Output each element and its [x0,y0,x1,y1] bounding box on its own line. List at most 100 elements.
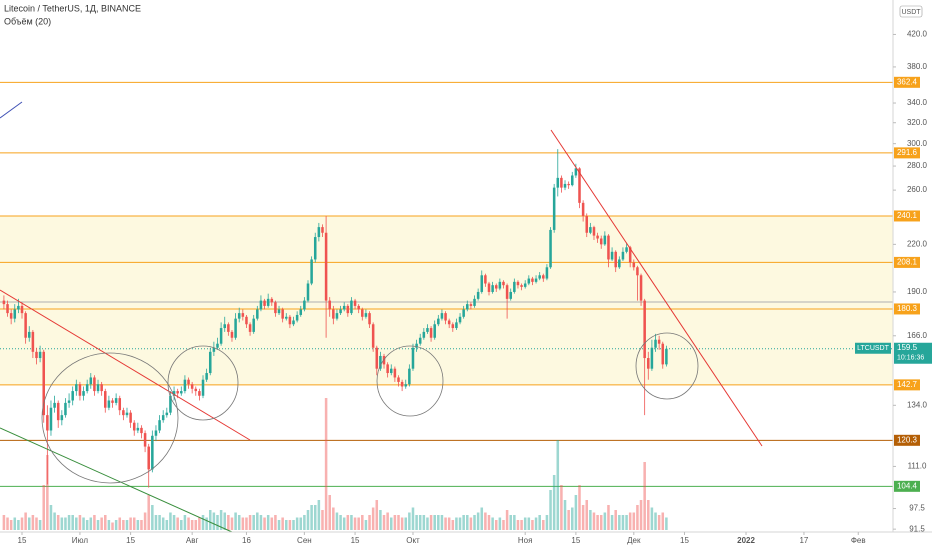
volume-bar [122,520,125,530]
level-tag [894,147,920,159]
y-tick-label: 91.5 [909,524,925,533]
candle-body [513,281,516,292]
candle-body [567,183,570,186]
volume-bar [621,515,625,530]
candle-body [114,398,118,403]
candle-body [389,368,393,374]
volume-bar [545,515,549,530]
candle-body [198,391,201,396]
volume-bar [230,517,234,530]
volume-bar [574,495,578,530]
candle-body [665,348,668,365]
volume-bar [487,515,491,530]
volume-bar [288,520,292,530]
volume-bar [513,515,516,530]
candle-body [35,351,38,359]
candle-body [252,318,255,332]
volume-bar [194,520,198,530]
candle-body [400,381,404,387]
candle-body [371,324,375,348]
x-tick-label: 15 [18,536,27,545]
volume-bar [71,515,74,530]
candle-body [498,281,502,289]
axis-layer: 420.0 380.0 340.0 320.0 300.0 280.0 260.0 220.0… [18,30,932,545]
candle-body [129,412,132,423]
volume-bar [556,440,560,530]
volume-bar [328,495,331,530]
candle-body [67,400,71,403]
candle-body [183,379,187,392]
candle-body [418,337,422,344]
x-tick-label: 2022 [737,536,755,545]
volume-bar [169,512,172,530]
volume-bar [527,517,531,530]
level-tag [894,379,920,391]
y-tick-label: 300.0 [907,139,928,148]
volume-bar [85,520,89,530]
candle-body [266,298,270,306]
candle-body [313,237,317,260]
candle-body [234,318,237,338]
volume-bar [578,485,581,530]
volume-bar [227,515,230,530]
price-axis [893,0,932,550]
candle-body [140,427,143,434]
candle-body [259,300,263,310]
price-tag-timer: 10:16:36 [897,355,924,362]
candle-body [466,304,469,310]
candle-body [172,391,176,396]
volume-bar [523,517,527,530]
volume-bar [437,515,440,530]
volume-bar [158,515,161,530]
volume-bar [607,505,610,530]
candle-body [93,377,96,392]
candle-body [190,384,194,389]
candle-body [223,324,227,329]
candle-body [610,251,614,260]
trendline [0,289,251,441]
volume-bar [263,517,266,530]
volume-bar [332,507,335,530]
volume-bar [67,515,71,530]
candle-body [437,318,440,325]
drawings [0,101,763,533]
candle-body [295,314,299,321]
volume-bar [313,505,317,530]
circle [167,345,239,421]
volume-bar [212,512,216,530]
currency-box[interactable] [899,5,923,18]
volume-bar [118,517,122,530]
volume-bar [136,520,140,530]
volume-bar [628,512,632,530]
candle-body [509,291,512,299]
volume-bar [42,485,45,530]
candle-body [122,410,125,416]
volume-bar [165,520,169,530]
volume-bar [552,475,556,530]
y-tick-label: 380.0 [907,62,928,71]
volume-bar [299,517,303,530]
volume-bar [13,517,17,530]
volume-bar [335,512,339,530]
candle-body [241,313,245,317]
candle-body [408,368,411,385]
candle-body [422,331,426,338]
volume-bar [216,515,219,530]
volume-bar [321,510,324,530]
x-tick-label: Июл [72,536,89,545]
candle-body [107,400,111,408]
volume-bar [502,520,505,530]
volume-bar [639,500,643,530]
candle-body [292,320,295,325]
level-tag [894,434,920,446]
x-tick-label: Дек [627,536,641,545]
x-tick-label: 15 [351,536,360,545]
candle-body [85,384,89,392]
candle-body [382,355,386,365]
volume-bar [292,520,295,530]
volume-bar [647,500,650,530]
x-tick-label: Сен [297,536,312,545]
level-tag [894,480,920,492]
candle-body [274,302,277,314]
